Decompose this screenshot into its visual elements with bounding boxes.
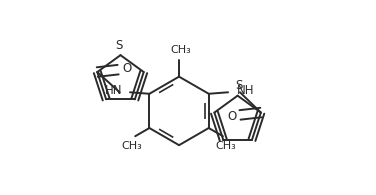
Text: HN: HN bbox=[105, 84, 123, 97]
Text: CH₃: CH₃ bbox=[122, 141, 143, 151]
Text: O: O bbox=[227, 110, 236, 123]
Text: NH: NH bbox=[237, 84, 255, 97]
Text: CH₃: CH₃ bbox=[170, 45, 191, 55]
Text: O: O bbox=[122, 62, 131, 75]
Text: S: S bbox=[115, 39, 123, 52]
Text: S: S bbox=[235, 79, 243, 92]
Text: CH₃: CH₃ bbox=[215, 141, 236, 151]
